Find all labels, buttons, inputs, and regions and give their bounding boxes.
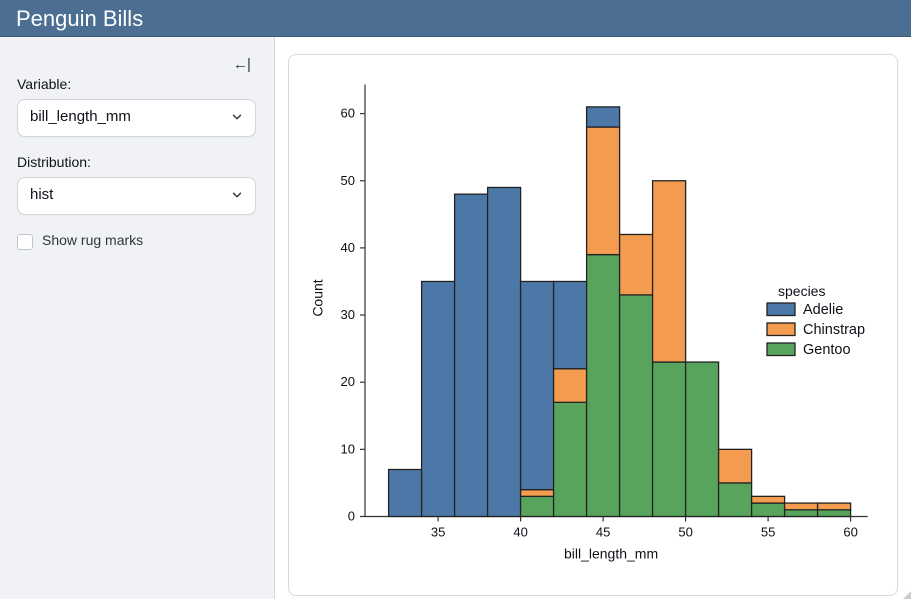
svg-text:60: 60	[341, 106, 355, 121]
svg-text:Gentoo: Gentoo	[803, 342, 851, 358]
svg-text:Count: Count	[309, 279, 325, 316]
svg-text:45: 45	[596, 525, 610, 540]
svg-text:50: 50	[341, 173, 355, 188]
svg-text:species: species	[778, 283, 825, 299]
svg-text:60: 60	[843, 525, 857, 540]
svg-text:40: 40	[513, 525, 527, 540]
svg-text:10: 10	[341, 441, 355, 456]
svg-text:bill_length_mm: bill_length_mm	[564, 546, 658, 562]
svg-text:50: 50	[678, 525, 692, 540]
svg-text:Adelie: Adelie	[803, 302, 843, 318]
svg-text:0: 0	[348, 509, 355, 524]
svg-text:20: 20	[341, 374, 355, 389]
svg-text:35: 35	[431, 525, 445, 540]
svg-text:30: 30	[341, 307, 355, 322]
svg-text:Chinstrap: Chinstrap	[803, 322, 865, 338]
svg-text:55: 55	[761, 525, 775, 540]
svg-text:40: 40	[341, 240, 355, 255]
